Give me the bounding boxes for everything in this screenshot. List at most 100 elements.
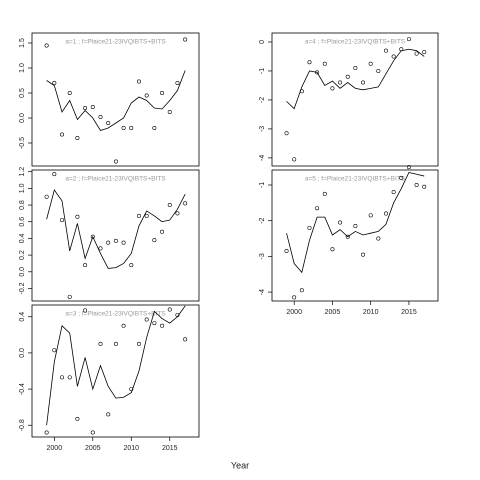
data-point <box>376 236 381 241</box>
data-point <box>345 234 350 239</box>
data-point <box>284 131 289 136</box>
data-point <box>90 105 95 110</box>
y-tick-label: -2 <box>259 217 266 223</box>
y-tick-label: 0.6 <box>19 217 26 227</box>
data-point <box>52 81 57 86</box>
x-tick-label: 2005 <box>325 309 341 316</box>
y-tick-label: 1.2 <box>19 167 26 177</box>
data-point <box>160 323 165 328</box>
y-tick-label: 0.2 <box>19 250 26 260</box>
fit-line <box>286 172 425 274</box>
panel-annotation: a=5 ; f=Plaice21-23IVQIBTS+BITS <box>305 176 406 183</box>
data-point <box>75 136 80 141</box>
x-tick-label: 2010 <box>123 445 139 452</box>
data-point <box>338 220 343 225</box>
data-point <box>113 238 118 243</box>
data-point <box>391 54 396 59</box>
y-tick-label: -0.8 <box>19 419 26 431</box>
data-point <box>106 121 111 126</box>
y-tick-label: -1 <box>259 182 266 188</box>
data-point <box>422 50 427 55</box>
fit-line <box>46 305 186 426</box>
y-tick-label: 0.5 <box>19 88 26 98</box>
data-point <box>315 206 320 211</box>
data-point <box>83 263 88 268</box>
data-point <box>113 341 118 346</box>
fit-line <box>46 189 186 269</box>
data-point <box>144 317 149 322</box>
panel-frame <box>31 169 200 302</box>
data-point <box>121 240 126 245</box>
data-point <box>183 37 188 42</box>
data-point <box>422 184 427 189</box>
data-point <box>60 375 65 380</box>
data-point <box>368 61 373 66</box>
data-point <box>338 80 343 85</box>
data-point <box>136 341 141 346</box>
panel-frame <box>271 32 439 167</box>
data-point <box>90 430 95 435</box>
data-point <box>307 225 312 230</box>
x-axis-label: Year <box>231 460 249 470</box>
data-point <box>160 229 165 234</box>
data-point <box>376 68 381 73</box>
y-tick-label: -2 <box>259 97 266 103</box>
data-point <box>83 308 88 313</box>
data-point <box>353 224 358 229</box>
data-point <box>136 79 141 84</box>
y-tick-label: 0.0 <box>19 267 26 277</box>
panel-annotation: a=1 ; f=Plaice21-23IVQIBTS+BITS <box>65 39 166 46</box>
data-point <box>383 211 388 216</box>
data-point <box>136 213 141 218</box>
data-point <box>361 80 366 85</box>
data-point <box>129 263 134 268</box>
y-tick-label: -1 <box>259 68 266 74</box>
y-tick-label: -0.4 <box>19 383 26 395</box>
y-tick-label: -0.2 <box>19 282 26 294</box>
data-point <box>175 81 180 86</box>
y-tick-label: -3 <box>259 253 266 259</box>
data-point <box>44 194 49 199</box>
data-point <box>284 249 289 254</box>
data-point <box>330 86 335 91</box>
data-point <box>98 115 103 120</box>
data-point <box>152 126 157 131</box>
x-tick-label: 2015 <box>401 309 417 316</box>
y-tick-label: 0.4 <box>19 312 26 322</box>
data-point <box>292 295 297 300</box>
data-point <box>75 416 80 421</box>
data-point <box>90 234 95 239</box>
data-point <box>322 61 327 66</box>
data-point <box>345 74 350 79</box>
data-point <box>167 203 172 208</box>
data-point <box>167 307 172 312</box>
data-point <box>144 93 149 98</box>
data-point <box>152 321 157 326</box>
y-tick-label: -4 <box>259 155 266 161</box>
x-tick-label: 2010 <box>363 309 379 316</box>
y-tick-label: -3 <box>259 126 266 132</box>
data-point <box>152 238 157 243</box>
x-tick-label: 2005 <box>85 445 101 452</box>
data-point <box>106 412 111 417</box>
data-point <box>322 191 327 196</box>
data-point <box>368 213 373 218</box>
panel-annotation: a=3 ; f=Plaice21-23IVQIBTS+BITS <box>65 311 166 318</box>
y-tick-label: 1.0 <box>19 183 26 193</box>
data-point <box>361 252 366 257</box>
data-point <box>330 247 335 252</box>
data-point <box>383 48 388 53</box>
data-point <box>183 337 188 342</box>
data-point <box>144 213 149 218</box>
data-point <box>414 182 419 187</box>
data-point <box>60 218 65 223</box>
data-point <box>60 132 65 137</box>
fit-line <box>46 70 186 131</box>
data-point <box>399 175 404 180</box>
panel-frame <box>31 32 200 167</box>
data-point <box>129 126 134 131</box>
data-point <box>406 165 411 170</box>
y-tick-label: -0.5 <box>19 137 26 149</box>
y-tick-label: 0 <box>259 40 266 44</box>
